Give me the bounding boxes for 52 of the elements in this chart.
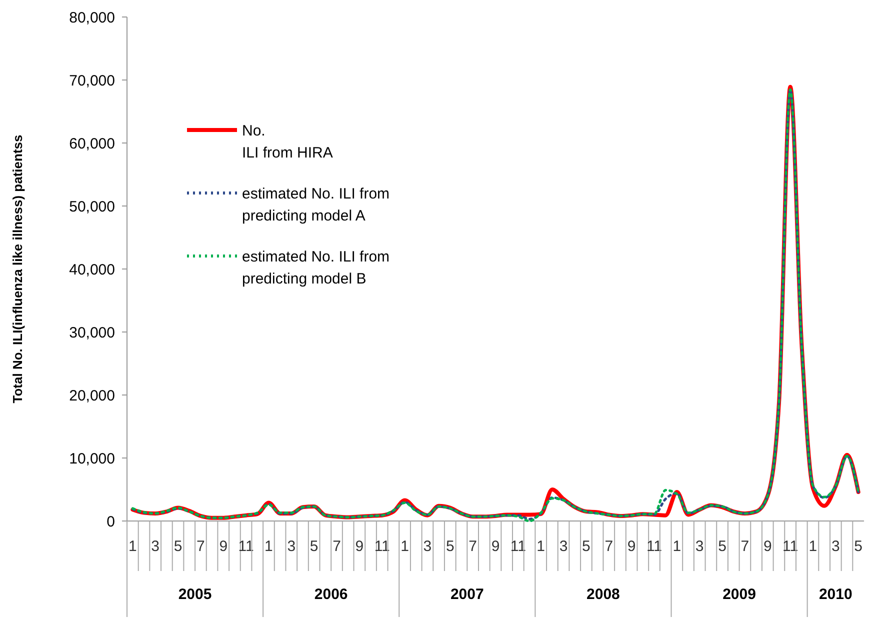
- text: 2009: [722, 586, 756, 603]
- text: 2010: [818, 586, 852, 603]
- x-tick-label: 9: [219, 538, 228, 555]
- x-tick-label: 7: [604, 538, 614, 555]
- x-tick-label: 11: [510, 538, 526, 555]
- x-tick-label: 1: [264, 538, 273, 555]
- x-tick-label: 9: [763, 538, 772, 555]
- x-tick-label: 1: [400, 538, 409, 555]
- legend-label: estimated No. ILI from predicting model B: [242, 248, 390, 288]
- y-tick-label: 10,000: [69, 450, 115, 468]
- text: 2008: [586, 586, 620, 603]
- x-tick-label: 9: [355, 538, 364, 555]
- y-tick-label: 50,000: [69, 198, 115, 216]
- x-tick-label: 5: [446, 538, 454, 555]
- legend-label: estimated No. ILI from predicting model A: [242, 185, 390, 224]
- y-tick-label: 60,000: [69, 135, 115, 152]
- x-tick-label: 1: [672, 538, 682, 555]
- x-tick-label: 3: [287, 538, 296, 555]
- text: 2005: [178, 586, 212, 603]
- x-tick-label: 3: [559, 538, 568, 555]
- x-tick-label: 3: [423, 538, 432, 555]
- x-tick-label: 1: [808, 538, 818, 555]
- y-tick-label: 40,000: [69, 261, 115, 278]
- x-tick-label: 5: [718, 538, 726, 555]
- x-tick-label: 3: [831, 538, 840, 555]
- y-tick-label: 30,000: [69, 324, 115, 342]
- text: 2007: [450, 586, 484, 603]
- x-tick-label: 7: [740, 538, 750, 555]
- x-tick-label: 7: [196, 538, 205, 555]
- y-axis-title: Total No. ILI(influenza like illness) patientss: [10, 134, 25, 404]
- x-tick-label: 11: [782, 538, 798, 555]
- x-tick-label: 3: [151, 538, 160, 555]
- legend-label: No. ILI from HIRA: [242, 122, 333, 162]
- x-tick-label: 11: [646, 538, 662, 555]
- x-tick-label: 7: [332, 538, 341, 555]
- x-tick-label: 5: [174, 538, 182, 555]
- x-tick-label: 3: [695, 538, 704, 555]
- x-tick-label: 5: [854, 538, 863, 555]
- x-tick-label: 1: [128, 538, 137, 555]
- y-tick-label: 20,000: [69, 387, 115, 404]
- x-tick-label: 9: [491, 538, 500, 555]
- x-tick-label: 11: [238, 538, 254, 555]
- x-tick-label: 9: [627, 538, 636, 555]
- x-tick-label: 7: [468, 538, 477, 555]
- y-tick-label: 80,000: [69, 9, 115, 26]
- x-tick-label: 11: [374, 538, 390, 555]
- text: 2006: [314, 586, 348, 603]
- x-tick-label: 1: [536, 538, 546, 555]
- y-tick-label: 0: [106, 513, 115, 530]
- x-tick-label: 5: [310, 538, 318, 555]
- y-tick-label: 70,000: [69, 72, 115, 90]
- x-tick-label: 5: [582, 538, 590, 555]
